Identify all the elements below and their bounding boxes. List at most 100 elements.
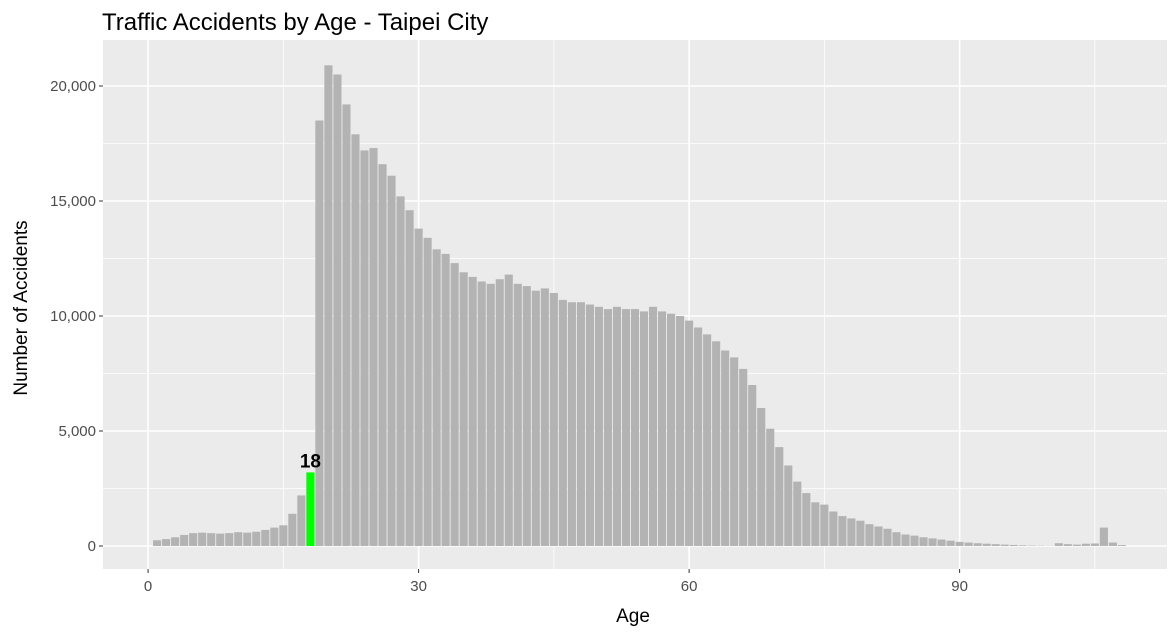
- bar: [531, 290, 540, 546]
- bar-labels: 18: [300, 451, 321, 472]
- bar: [910, 535, 919, 546]
- bar: [486, 283, 495, 546]
- bar: [648, 306, 658, 546]
- x-tick-label: 60: [681, 578, 698, 595]
- y-tick-label: 5,000: [58, 423, 96, 440]
- bar: [468, 276, 477, 546]
- bar: [784, 465, 793, 546]
- bar: [946, 540, 955, 546]
- bar: [459, 272, 468, 546]
- bar: [919, 537, 928, 546]
- x-tick-label: 0: [144, 578, 152, 595]
- bar: [171, 537, 180, 546]
- bar: [721, 350, 730, 546]
- y-tick-label: 20,000: [50, 78, 96, 95]
- x-axis: 0 30 60 90: [144, 569, 968, 595]
- bar: [793, 481, 802, 546]
- bar: [630, 309, 640, 546]
- x-axis-title: Age: [616, 606, 650, 627]
- bar: [676, 316, 685, 546]
- bar: [477, 281, 486, 546]
- bar: [198, 532, 207, 546]
- bar: [739, 368, 748, 546]
- y-axis-title: Number of Accidents: [11, 220, 32, 395]
- bar: [892, 532, 901, 546]
- bar: [874, 526, 883, 546]
- bar: [558, 299, 567, 546]
- bar: [802, 493, 811, 546]
- bar: [513, 283, 522, 546]
- bar: [387, 175, 396, 546]
- bar: [342, 104, 351, 547]
- bar: [865, 524, 874, 546]
- bar: [450, 263, 459, 546]
- bar: [261, 529, 270, 546]
- bar: [694, 327, 703, 546]
- bar: [576, 302, 585, 546]
- bar: [441, 253, 450, 546]
- bar: [982, 543, 991, 546]
- x-tick-label: 30: [410, 578, 427, 595]
- bar: [811, 502, 820, 546]
- bar: [369, 148, 378, 546]
- bar: [288, 513, 297, 546]
- bar: [847, 518, 856, 546]
- y-axis: 0 5,000 10,000 15,000 20,000: [50, 78, 103, 555]
- bar: [1009, 544, 1018, 546]
- bar: [1090, 543, 1099, 546]
- y-tick-label: 10,000: [50, 308, 96, 325]
- bar: [414, 228, 423, 546]
- bar: [748, 385, 757, 546]
- bar: [685, 320, 694, 546]
- bar: [216, 533, 225, 546]
- bar-label: 18: [300, 451, 321, 472]
- chart-title: Traffic Accidents by Age - Taipei City: [102, 9, 488, 36]
- bar: [991, 544, 1000, 546]
- bar: [1081, 543, 1090, 546]
- bar: [495, 279, 504, 546]
- bar: [1063, 544, 1072, 546]
- bar: [360, 150, 369, 546]
- bar: [207, 533, 216, 546]
- bar: [378, 164, 387, 546]
- bar: [504, 274, 513, 546]
- bar: [1072, 544, 1081, 546]
- bar: [405, 210, 414, 546]
- bar: [333, 74, 342, 546]
- bar: [594, 306, 603, 546]
- bar: [883, 528, 892, 546]
- bar: [297, 495, 306, 546]
- bar: [639, 311, 649, 546]
- bar: [315, 120, 324, 546]
- bar: [252, 531, 261, 546]
- y-tick-label: 15,000: [50, 193, 96, 210]
- bar: [1054, 543, 1063, 546]
- bar: [829, 511, 838, 546]
- bar: [549, 293, 558, 546]
- bar: [928, 538, 937, 546]
- bar: [775, 447, 784, 546]
- bar: [225, 533, 234, 546]
- bar: [243, 532, 252, 546]
- bar: [757, 408, 766, 546]
- bar: [766, 428, 775, 546]
- bar: [423, 237, 432, 547]
- bar: [432, 249, 441, 547]
- bar: [667, 313, 676, 546]
- bar: [270, 527, 279, 546]
- bar: [820, 504, 829, 546]
- bar: [838, 516, 847, 546]
- bar: [585, 304, 594, 546]
- bar: [973, 543, 982, 546]
- bar: [730, 357, 739, 546]
- bar-highlight: [306, 472, 315, 546]
- bar: [162, 539, 171, 546]
- bar: [901, 534, 910, 546]
- bar: [964, 542, 973, 546]
- bar: [234, 532, 243, 546]
- bar: [396, 196, 405, 546]
- bar: [955, 541, 964, 546]
- bar: [621, 309, 631, 546]
- bar: [153, 540, 162, 546]
